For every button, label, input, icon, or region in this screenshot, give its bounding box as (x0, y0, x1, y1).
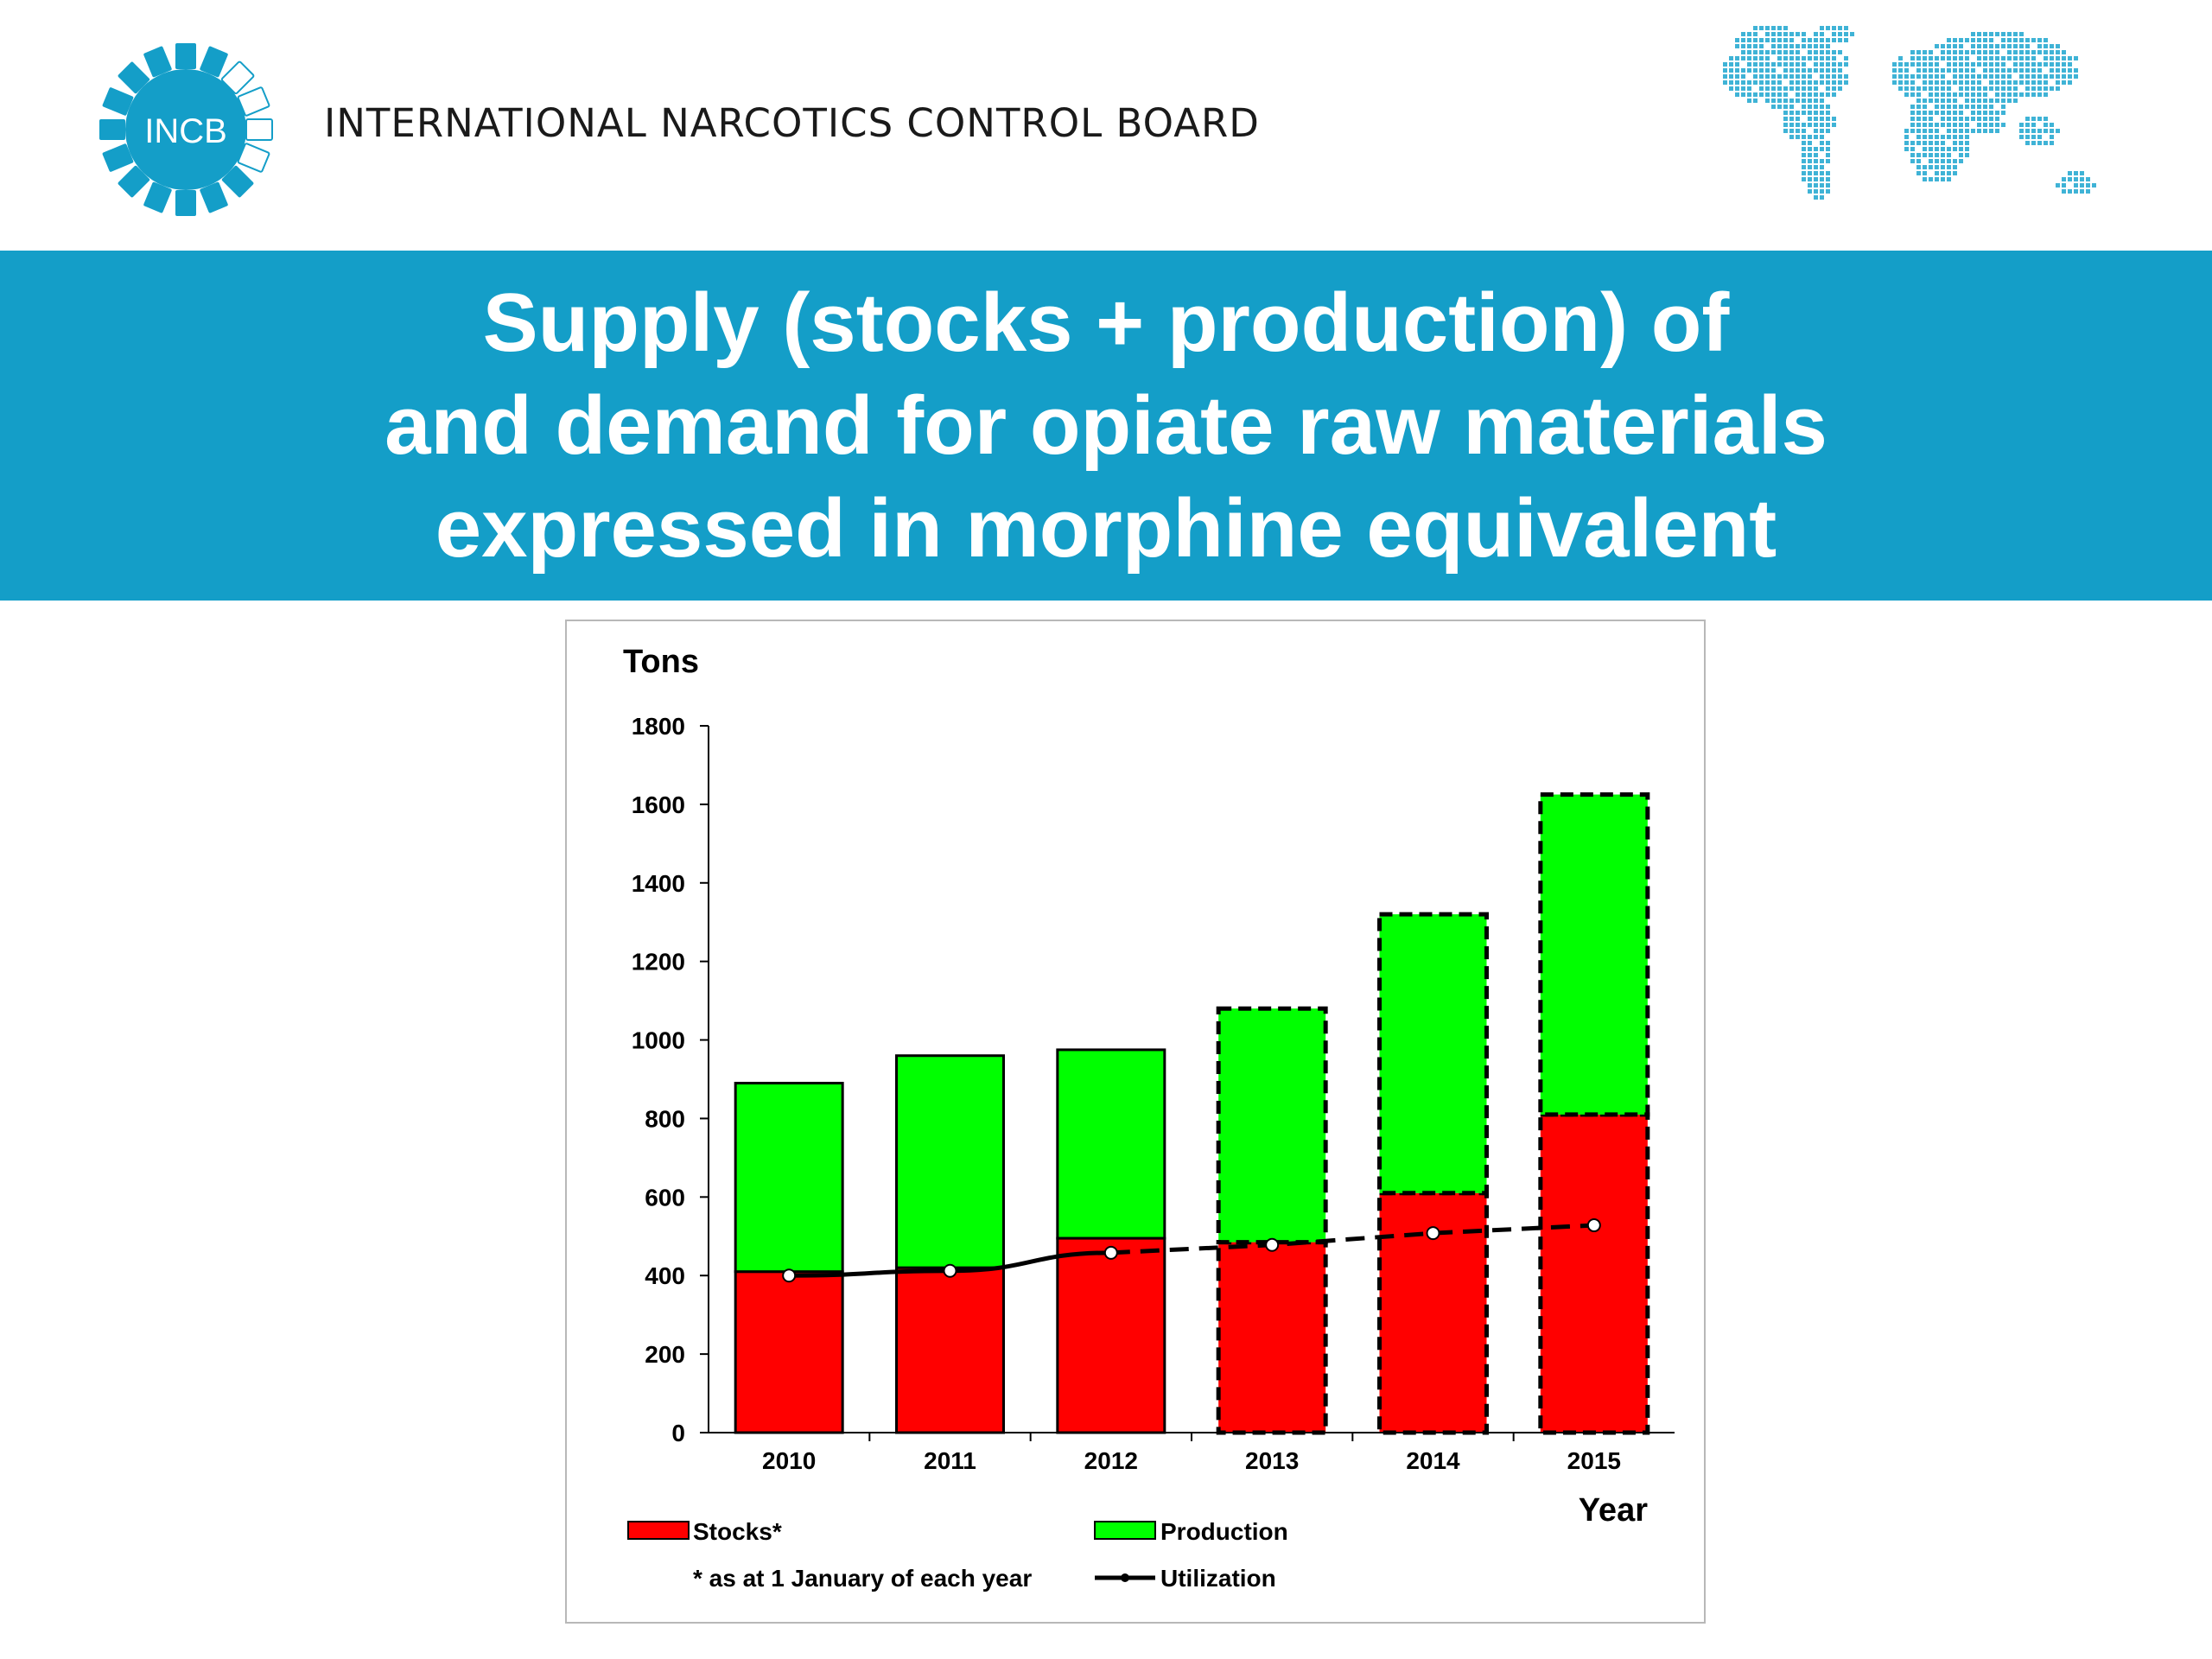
legend-marker-utilization (1121, 1573, 1129, 1582)
bar-stocks-2013 (1216, 1240, 1328, 1435)
legend-label-stocks: Stocks* (693, 1518, 782, 1545)
x-axis-title: Year (1579, 1492, 1649, 1529)
y-tick-label: 1800 (632, 713, 685, 740)
bar-production-2011 (895, 1054, 1005, 1269)
x-tick-label: 2015 (1567, 1447, 1621, 1474)
y-tick-label: 1400 (632, 870, 685, 897)
header: INCB INTERNATIONAL NARCOTICS CONTROL BOA… (0, 0, 2212, 251)
legend-label-production: Production (1160, 1518, 1288, 1545)
bar-stocks-2010 (734, 1270, 844, 1434)
bar-production-2015 (1538, 792, 1650, 1117)
bar-stocks-2012 (1056, 1236, 1166, 1434)
utilization-point-2014 (1426, 1226, 1440, 1241)
x-tick-label: 2010 (762, 1447, 816, 1474)
y-tick-label: 600 (645, 1184, 685, 1211)
bar-production-2014 (1377, 912, 1489, 1196)
title-line-1: Supply (stocks + production) of (482, 276, 1730, 369)
x-tick-label: 2012 (1084, 1447, 1138, 1474)
x-tick-label: 2011 (924, 1447, 976, 1474)
utilization-line-estimated (1110, 1223, 1594, 1255)
bar-production-2013 (1216, 1006, 1328, 1245)
legend-label-utilization: Utilization (1160, 1565, 1276, 1592)
y-tick-label: 200 (645, 1341, 685, 1368)
utilization-point-2011 (943, 1263, 957, 1278)
logo-text: INCB (144, 112, 227, 150)
bar-production-2010 (734, 1082, 844, 1274)
legend-swatch-stocks (627, 1521, 690, 1540)
title-line-2: and demand for opiate raw materials (385, 379, 1827, 472)
y-axis-title: Tons (623, 644, 699, 680)
utilization-point-2010 (782, 1268, 797, 1283)
y-tick-label: 1200 (632, 949, 685, 976)
y-tick-label: 1000 (632, 1027, 685, 1054)
y-tick-label: 400 (645, 1262, 685, 1289)
world-map-icon (1723, 26, 2096, 200)
y-tick-label: 0 (671, 1420, 685, 1446)
footnote: * as at 1 January of each year (693, 1565, 1032, 1592)
utilization-point-2012 (1103, 1245, 1118, 1260)
legend: Stocks* * as at 1 January of each year P… (627, 1518, 1288, 1592)
bar-stocks-2015 (1538, 1112, 1650, 1435)
title-band: Supply (stocks + production) of and dema… (0, 251, 2212, 601)
org-name: INTERNATIONAL NARCOTICS CONTROL BOARD (324, 100, 1260, 146)
legend-swatch-production (1094, 1521, 1156, 1540)
bar-stocks-2011 (895, 1266, 1005, 1434)
utilization-point-2013 (1265, 1237, 1280, 1252)
utilization-point-2015 (1586, 1218, 1601, 1233)
y-tick-label: 1600 (632, 791, 685, 818)
bar-production-2012 (1056, 1048, 1166, 1240)
incb-logo-icon: INCB (99, 43, 273, 216)
x-tick-label: 2014 (1406, 1447, 1460, 1474)
y-tick-label: 800 (645, 1105, 685, 1132)
title-line-3: expressed in morphine equivalent (435, 482, 1777, 575)
x-tick-label: 2013 (1245, 1447, 1299, 1474)
